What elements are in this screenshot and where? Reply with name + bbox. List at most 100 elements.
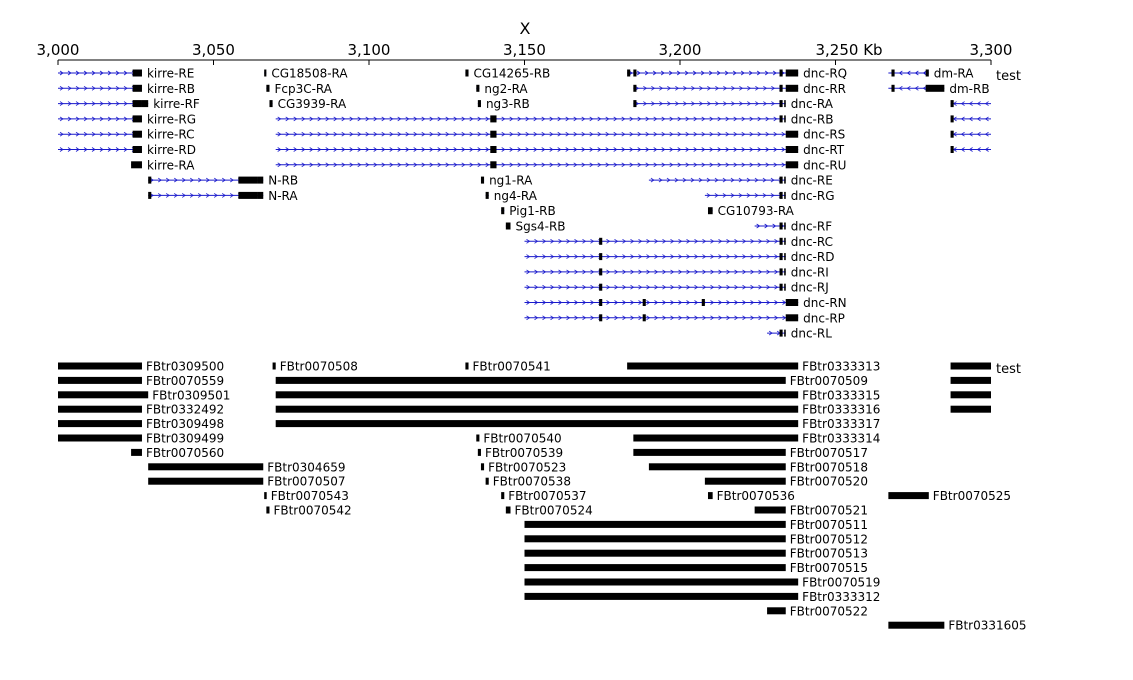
transcript-id-track: FBtr0309500FBtr0070559FBtr0309501FBtr033… — [58, 360, 1027, 633]
exon-block — [478, 100, 481, 107]
transcript-id-bar — [478, 449, 481, 456]
exon-block — [951, 146, 954, 153]
exon-block — [465, 70, 468, 77]
transcript-label: N-RB — [268, 174, 298, 188]
exon-block — [786, 131, 798, 138]
exon-block — [133, 85, 142, 92]
exon-block — [786, 314, 798, 321]
transcript-id-feature — [951, 363, 991, 370]
transcript-id-feature: FBtr0333317 — [276, 417, 881, 431]
transcript-id-feature: FBtr0333312 — [525, 590, 881, 604]
transcript-id-label: FBtr0070519 — [802, 576, 880, 590]
transcript-id-feature — [951, 391, 991, 398]
transcript-id-label: FBtr0331605 — [948, 619, 1026, 633]
transcript-id-bar — [633, 449, 785, 456]
transcript-id-bar — [525, 564, 786, 571]
chromosome-title: X — [520, 19, 531, 38]
transcript-id-label: FBtr0333314 — [802, 432, 880, 446]
transcript-feature: CG3939-RA — [269, 97, 347, 111]
exon-block — [476, 85, 479, 92]
exon-block — [501, 207, 504, 214]
transcript-id-label: FBtr0333315 — [802, 388, 880, 402]
transcript-id-feature: FBtr0070507 — [148, 475, 345, 489]
exon-block — [891, 70, 894, 77]
transcript-label: dnc-RJ — [791, 281, 829, 295]
transcript-label: dnc-RQ — [803, 67, 847, 81]
transcript-feature: dnc-RS — [276, 128, 846, 142]
exon-block — [780, 268, 783, 275]
transcript-label: dm-RA — [934, 67, 974, 81]
exon-block — [780, 177, 783, 184]
transcript-id-bar — [486, 478, 489, 485]
transcript-feature: ng4-RA — [486, 189, 538, 203]
transcript-id-bar — [501, 492, 504, 499]
exon-block — [643, 299, 646, 306]
exon-block — [133, 115, 142, 122]
transcript-id-bar — [58, 377, 142, 384]
exon-block — [133, 146, 142, 153]
transcript-id-feature: FBtr0070522 — [767, 604, 868, 618]
exon-block — [702, 299, 705, 306]
exon-block — [784, 177, 786, 184]
transcript-id-feature: FBtr0333314 — [633, 432, 880, 446]
exon-block — [784, 115, 786, 122]
transcript-label: dnc-RT — [803, 143, 845, 157]
transcript-id-feature: FBtr0070539 — [478, 446, 563, 460]
transcript-id-label: FBtr0309499 — [146, 432, 224, 446]
transcript-id-bar — [58, 363, 142, 370]
transcript-id-bar — [951, 406, 991, 413]
transcript-label: kirre-RE — [147, 67, 194, 81]
transcript-id-track-label: test — [996, 362, 1021, 377]
transcript-label: Pig1-RB — [509, 204, 555, 218]
transcript-label: CG3939-RA — [278, 97, 347, 111]
transcript-label: ng1-RA — [489, 174, 533, 188]
transcript-id-bar — [525, 579, 799, 586]
exon-block — [786, 146, 798, 153]
transcript-label: dnc-RF — [791, 220, 832, 234]
transcript-id-label: FBtr0333312 — [802, 590, 880, 604]
exon-block — [786, 161, 798, 168]
transcript-label: ng4-RA — [494, 189, 538, 203]
transcript-id-bar — [649, 463, 786, 470]
transcript-feature: kirre-RG — [58, 112, 196, 126]
transcript-label: CG18508-RA — [271, 67, 348, 81]
transcript-feature: kirre-RB — [58, 82, 195, 96]
transcript-id-bar — [481, 463, 484, 470]
axis-tick-label: 3,300 — [970, 41, 1013, 59]
transcript-label: ng3-RB — [486, 97, 530, 111]
exon-block — [780, 100, 783, 107]
transcript-feature: kirre-RE — [58, 67, 194, 81]
transcript-label: dm-RB — [949, 82, 989, 96]
exon-block — [266, 85, 269, 92]
exon-block — [142, 100, 148, 107]
transcript-id-bar — [465, 363, 468, 370]
exon-block — [599, 238, 602, 245]
transcript-id-bar — [58, 391, 148, 398]
transcript-feature: N-RB — [148, 174, 298, 188]
transcript-feature: kirre-RD — [58, 143, 196, 157]
exon-block — [784, 223, 786, 230]
exon-block — [627, 70, 630, 77]
transcript-feature: kirre-RA — [131, 158, 195, 172]
exon-block — [490, 161, 496, 168]
exon-block — [780, 330, 783, 337]
transcript-label: CG14265-RB — [474, 67, 551, 81]
transcript-id-feature: FBtr0070519 — [525, 576, 881, 590]
transcript-label: dnc-RC — [791, 235, 833, 249]
transcript-id-feature: FBtr0070523 — [481, 460, 566, 474]
transcript-feature: CG18508-RA — [264, 67, 348, 81]
transcript-track-label: test — [996, 69, 1021, 84]
transcript-id-label: FBtr0070525 — [933, 489, 1011, 503]
transcript-id-label: FBtr0070541 — [473, 360, 551, 374]
transcript-id-bar — [276, 377, 786, 384]
exon-block — [481, 177, 484, 184]
exon-block — [599, 268, 602, 275]
exon-block — [786, 299, 798, 306]
transcript-feature: dnc-RP — [525, 311, 845, 325]
transcript-id-label: FBtr0309498 — [146, 417, 224, 431]
transcript-id-label: FBtr0070521 — [790, 504, 868, 518]
transcript-feature: CG10793-RA — [708, 204, 795, 218]
exon-block — [257, 192, 263, 199]
transcript-id-feature: FBtr0304659 — [148, 460, 345, 474]
